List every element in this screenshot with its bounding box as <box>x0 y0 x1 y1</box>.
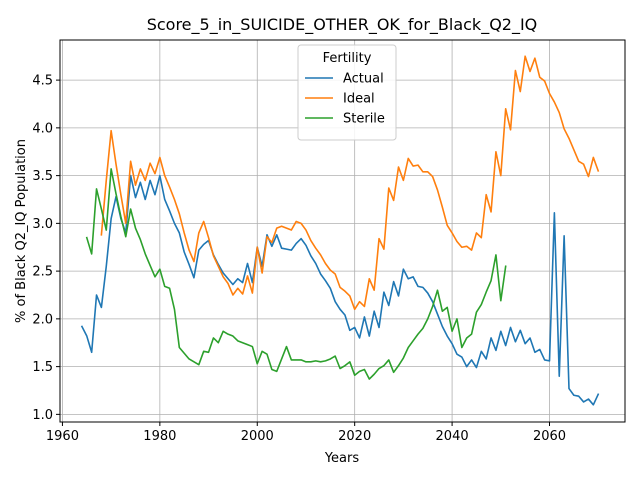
y-tick-label: 2.5 <box>32 265 53 280</box>
y-tick-label: 3.0 <box>32 217 53 232</box>
legend-label-actual: Actual <box>343 72 384 87</box>
series-line-actual <box>80 174 600 406</box>
x-tick-label: 1960 <box>46 429 79 444</box>
series-line-ideal <box>100 55 600 311</box>
y-axis-ticks: 1.0 1.5 2.0 2.5 3.0 3.5 4.0 4.5 <box>32 74 60 423</box>
series-line-sterile <box>85 168 507 380</box>
x-tick-label: 2020 <box>338 429 371 444</box>
legend-label-sterile: Sterile <box>343 112 385 127</box>
x-tick-label: 2060 <box>533 429 566 444</box>
series-lines <box>80 55 600 406</box>
legend: Fertility Actual Ideal Sterile <box>297 44 397 141</box>
x-axis-label: Years <box>324 451 360 466</box>
legend-box <box>297 44 397 141</box>
plot-frame <box>59 39 626 423</box>
y-tick-label: 1.0 <box>32 408 53 423</box>
x-axis-ticks: 1960 1980 2000 2020 2040 2060 <box>46 422 566 444</box>
y-tick-label: 2.0 <box>32 312 53 327</box>
legend-entries: Actual Ideal Sterile <box>305 72 385 127</box>
legend-title: Fertility <box>323 51 372 66</box>
y-tick-label: 1.5 <box>32 360 53 375</box>
y-axis-label: % of Black Q2_IQ Population <box>14 139 29 323</box>
y-tick-label: 3.5 <box>32 169 53 184</box>
chart-title: Score_5_in_SUICIDE_OTHER_OK_for_Black_Q2… <box>147 15 538 35</box>
x-tick-label: 1980 <box>143 429 176 444</box>
x-tick-label: 2040 <box>436 429 469 444</box>
y-tick-label: 4.5 <box>32 74 53 89</box>
legend-label-ideal: Ideal <box>343 92 375 107</box>
x-tick-label: 2000 <box>241 429 274 444</box>
y-tick-label: 4.0 <box>32 121 53 136</box>
